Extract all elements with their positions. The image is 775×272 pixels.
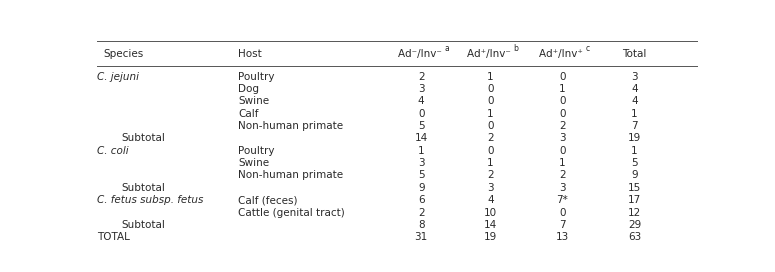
Text: Calf (feces): Calf (feces) xyxy=(238,195,298,205)
Text: b: b xyxy=(513,45,518,54)
Text: 7*: 7* xyxy=(556,195,568,205)
Text: Species: Species xyxy=(103,49,143,58)
Text: 15: 15 xyxy=(628,183,641,193)
Text: 9: 9 xyxy=(418,183,425,193)
Text: C. coli: C. coli xyxy=(97,146,129,156)
Text: 17: 17 xyxy=(628,195,641,205)
Text: 0: 0 xyxy=(487,121,494,131)
Text: 10: 10 xyxy=(484,208,497,218)
Text: 0: 0 xyxy=(487,96,494,106)
Text: 3: 3 xyxy=(559,133,566,143)
Text: 0: 0 xyxy=(559,109,566,119)
Text: 0: 0 xyxy=(487,146,494,156)
Text: 2: 2 xyxy=(418,72,425,82)
Text: a: a xyxy=(444,45,449,54)
Text: Swine: Swine xyxy=(238,96,269,106)
Text: 0: 0 xyxy=(559,146,566,156)
Text: TOTAL: TOTAL xyxy=(97,232,129,242)
Text: Ad⁺/Inv⁺: Ad⁺/Inv⁺ xyxy=(539,49,586,58)
Text: Dog: Dog xyxy=(238,84,259,94)
Text: Swine: Swine xyxy=(238,158,269,168)
Text: 0: 0 xyxy=(559,72,566,82)
Text: 4: 4 xyxy=(418,96,425,106)
Text: 12: 12 xyxy=(628,208,641,218)
Text: 14: 14 xyxy=(484,220,497,230)
Text: 3: 3 xyxy=(418,84,425,94)
Text: c: c xyxy=(586,45,590,54)
Text: 2: 2 xyxy=(487,133,494,143)
Text: 1: 1 xyxy=(631,146,638,156)
Text: Poultry: Poultry xyxy=(238,72,274,82)
Text: 4: 4 xyxy=(487,195,494,205)
Text: 7: 7 xyxy=(631,121,638,131)
Text: 0: 0 xyxy=(418,109,425,119)
Text: 8: 8 xyxy=(418,220,425,230)
Text: 0: 0 xyxy=(559,96,566,106)
Text: Ad⁻/Inv⁻: Ad⁻/Inv⁻ xyxy=(398,49,445,58)
Text: 3: 3 xyxy=(487,183,494,193)
Text: Non-human primate: Non-human primate xyxy=(238,121,343,131)
Text: 1: 1 xyxy=(559,84,566,94)
Text: Subtotal: Subtotal xyxy=(121,133,165,143)
Text: 4: 4 xyxy=(631,84,638,94)
Text: Subtotal: Subtotal xyxy=(121,220,165,230)
Text: Total: Total xyxy=(622,49,646,58)
Text: 1: 1 xyxy=(487,72,494,82)
Text: 3: 3 xyxy=(559,183,566,193)
Text: 31: 31 xyxy=(415,232,428,242)
Text: Non-human primate: Non-human primate xyxy=(238,171,343,181)
Text: 1: 1 xyxy=(487,109,494,119)
Text: Cattle (genital tract): Cattle (genital tract) xyxy=(238,208,345,218)
Text: 5: 5 xyxy=(418,171,425,181)
Text: 1: 1 xyxy=(631,109,638,119)
Text: Subtotal: Subtotal xyxy=(121,183,165,193)
Text: C. fetus subsp. fetus: C. fetus subsp. fetus xyxy=(97,195,203,205)
Text: 0: 0 xyxy=(487,84,494,94)
Text: 1: 1 xyxy=(559,158,566,168)
Text: Host: Host xyxy=(238,49,262,58)
Text: 2: 2 xyxy=(418,208,425,218)
Text: 0: 0 xyxy=(559,208,566,218)
Text: 1: 1 xyxy=(487,158,494,168)
Text: 19: 19 xyxy=(484,232,497,242)
Text: 29: 29 xyxy=(628,220,641,230)
Text: 6: 6 xyxy=(418,195,425,205)
Text: 5: 5 xyxy=(418,121,425,131)
Text: 2: 2 xyxy=(487,171,494,181)
Text: 1: 1 xyxy=(418,146,425,156)
Text: Poultry: Poultry xyxy=(238,146,274,156)
Text: 3: 3 xyxy=(631,72,638,82)
Text: 63: 63 xyxy=(628,232,641,242)
Text: 9: 9 xyxy=(631,171,638,181)
Text: 14: 14 xyxy=(415,133,428,143)
Text: 13: 13 xyxy=(556,232,569,242)
Text: 5: 5 xyxy=(631,158,638,168)
Text: 7: 7 xyxy=(559,220,566,230)
Text: Calf: Calf xyxy=(238,109,259,119)
Text: 2: 2 xyxy=(559,171,566,181)
Text: 4: 4 xyxy=(631,96,638,106)
Text: 3: 3 xyxy=(418,158,425,168)
Text: 2: 2 xyxy=(559,121,566,131)
Text: Ad⁺/Inv⁻: Ad⁺/Inv⁻ xyxy=(467,49,514,58)
Text: C. jejuni: C. jejuni xyxy=(97,72,139,82)
Text: 19: 19 xyxy=(628,133,641,143)
